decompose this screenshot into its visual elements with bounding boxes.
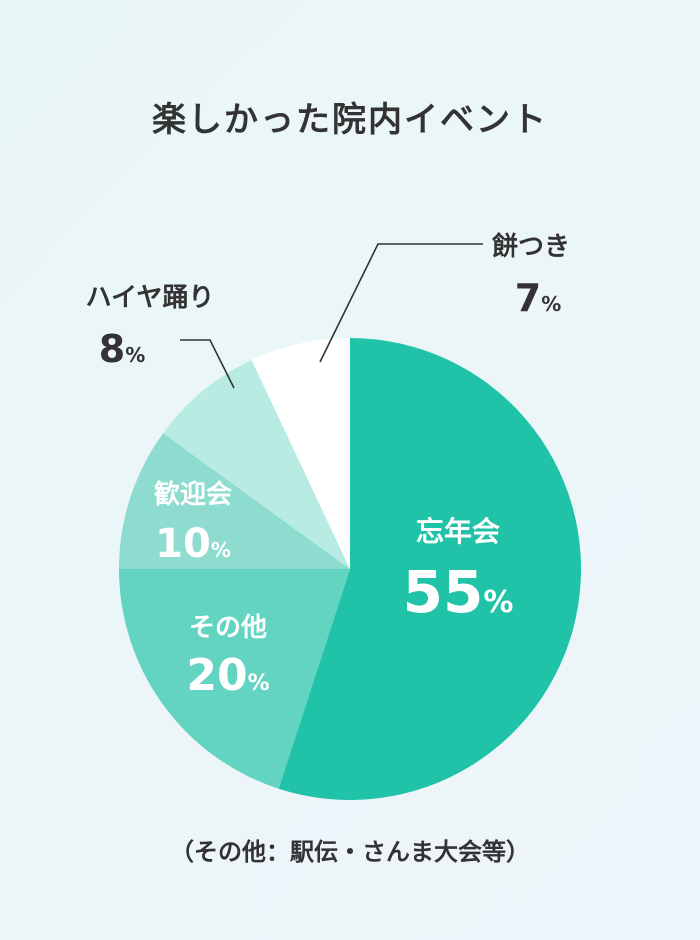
slice-3-label: ハイヤ踊り (86, 283, 215, 313)
slice-0-value-label: 55% (403, 558, 514, 626)
slice-1-wedge (119, 569, 350, 789)
slice-2-value-label: 10% (155, 521, 231, 567)
slice-4-leader-line (319, 243, 483, 363)
footnote: （その他：駅伝・さんま大会等） (170, 838, 530, 866)
leader-lines (180, 243, 483, 389)
slice-0-label: 忘年会 (416, 515, 500, 548)
slice-4-label: 餅つき (492, 231, 570, 262)
slice-0-wedge (278, 337, 582, 801)
slice-labels: 忘年会 55% その他 20% 歓迎会 10% ハイヤ踊り 8% 餅つき 7% (86, 231, 570, 701)
slice-2-label: 歓迎会 (154, 479, 232, 510)
slice-1-label: その他 (189, 613, 267, 643)
pie-slices (119, 337, 582, 801)
slice-2-wedge (119, 433, 350, 569)
slice-4-wedge (251, 338, 350, 569)
slice-4-value-label: 7% (515, 276, 562, 320)
slice-3-wedge (163, 359, 350, 569)
chart-title: 楽しかった院内イベント (152, 100, 548, 140)
slice-1-value-label: 20% (186, 650, 269, 701)
slice-3-value-label: 8% (99, 327, 146, 371)
slice-3-leader-line (180, 339, 235, 389)
